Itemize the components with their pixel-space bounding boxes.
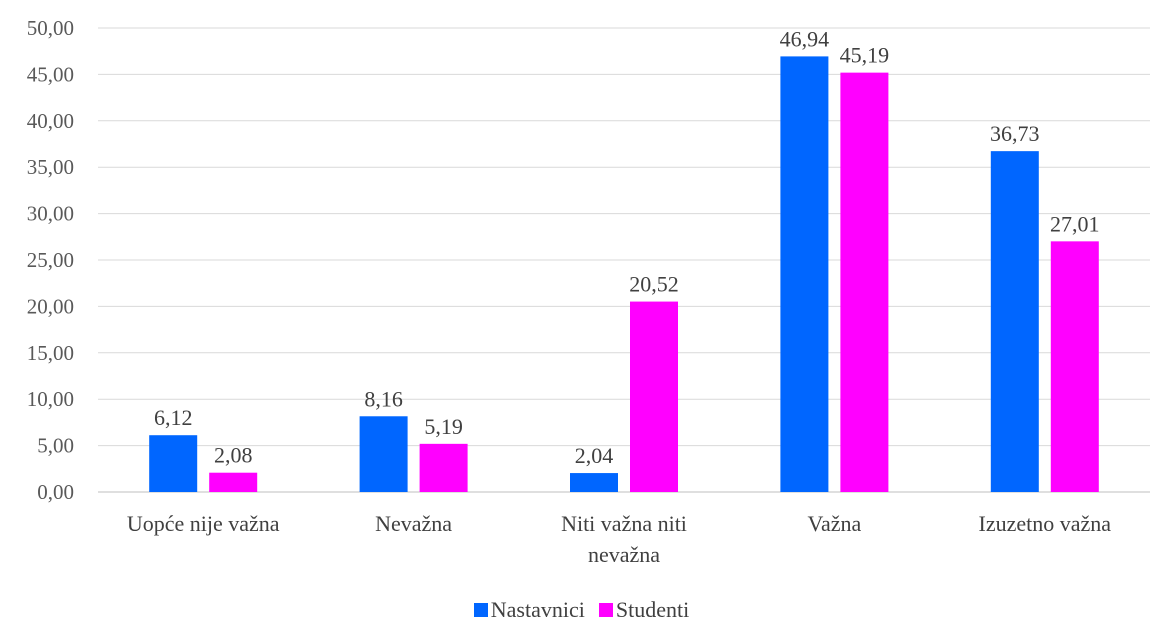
bar-value-label: 20,52 [629,272,679,297]
bar-studenti [630,301,678,492]
bar-value-label: 36,73 [990,121,1040,146]
y-tick-label: 45,00 [27,62,74,86]
legend-label-studenti: Studenti [615,597,690,622]
y-tick-label: 35,00 [27,155,74,179]
x-category-label: Važna [808,511,862,536]
bar-nastavnici [780,56,829,493]
bar-studenti [840,72,889,492]
y-tick-label: 0,00 [37,480,74,504]
x-category-label: Izuzetno važna [979,511,1112,536]
bar-value-label: 27,01 [1050,211,1100,236]
y-tick-label: 20,00 [27,294,74,318]
y-tick-label: 10,00 [27,387,74,411]
bar-nastavnici [359,416,408,492]
legend-swatch-studenti [598,603,613,617]
bar-value-label: 6,12 [154,405,193,430]
x-category-label: nevažna [588,542,660,567]
y-axis-tick-labels: 0,00 5,00 10,00 15,00 20,00 25,00 30,00 35,00 40… [27,16,74,504]
y-tick-label: 40,00 [27,109,74,133]
bars [149,56,1099,493]
legend-item-nastavnici: Nastavnici [473,597,585,623]
bar-studenti [419,443,468,492]
legend: Nastavnici Studenti [0,597,1163,622]
bar-nastavnici [570,473,618,492]
x-category-label: Nevažna [375,511,452,536]
y-tick-label: 5,00 [37,434,74,458]
x-category-label: Niti važna niti [561,511,687,536]
bar-nastavnici [990,151,1039,492]
x-axis-category-labels: Uopće nije važna Nevažna Niti važna niti ne… [127,511,1111,567]
legend-item-studenti: Studenti [598,597,690,623]
y-tick-label: 25,00 [27,248,74,272]
bar-studenti [1050,241,1099,492]
bar-value-label: 5,19 [424,414,463,439]
y-tick-label: 50,00 [27,16,74,40]
bar-value-label: 2,08 [214,443,253,468]
legend-label-nastavnici: Nastavnici [490,597,585,622]
y-tick-label: 15,00 [27,341,74,365]
y-tick-label: 30,00 [27,202,74,226]
gridlines [98,27,1150,493]
x-category-label: Uopće nije važna [127,511,280,536]
bar-value-label: 46,94 [780,26,830,51]
legend-swatch-nastavnici [473,603,488,617]
bar-value-label: 45,19 [840,43,890,68]
bar-value-labels: 6,12 2,08 8,16 5,19 2,04 20,52 46,94 45,19 36,73… [154,26,1100,468]
bar-value-label: 2,04 [575,443,614,468]
bar-chart: 0,00 5,00 10,00 15,00 20,00 25,00 30,00 35,00 40… [27,16,1150,567]
bar-value-label: 8,16 [364,386,403,411]
bar-nastavnici [149,435,198,492]
bar-studenti [209,472,258,492]
